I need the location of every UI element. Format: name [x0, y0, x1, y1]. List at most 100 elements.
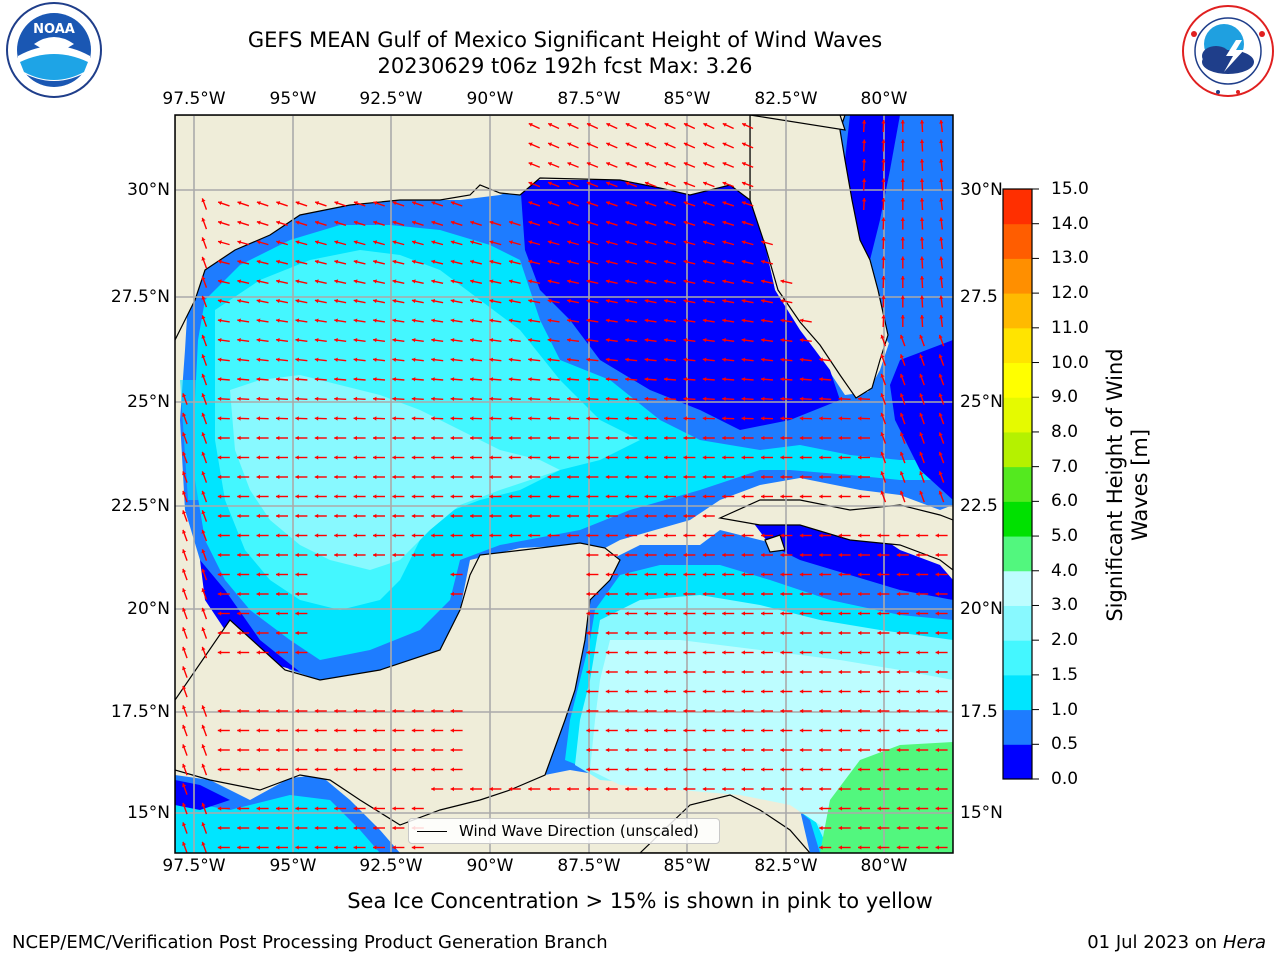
- wave-direction-arrow: [644, 240, 657, 246]
- wave-direction-arrow: [295, 767, 308, 772]
- wave-direction-arrow: [528, 201, 541, 207]
- wave-direction-arrow: [644, 455, 657, 460]
- colorbar-segment: [1003, 258, 1032, 294]
- wave-direction-arrow: [741, 767, 754, 772]
- wave-direction-arrow: [683, 181, 696, 188]
- wave-direction-arrow: [683, 669, 696, 675]
- wave-direction-arrow: [644, 533, 657, 538]
- wave-direction-arrow: [683, 142, 696, 149]
- wave-direction-arrow: [916, 806, 929, 811]
- wave-direction-arrow: [295, 708, 308, 714]
- wave-direction-arrow: [605, 728, 618, 733]
- wave-direction-arrow: [201, 607, 208, 620]
- wave-direction-arrow: [411, 474, 424, 480]
- wave-direction-arrow: [489, 259, 502, 265]
- wave-direction-arrow: [838, 747, 851, 753]
- wave-direction-arrow: [276, 806, 288, 811]
- wave-direction-arrow: [761, 259, 773, 265]
- wave-direction-arrow: [217, 611, 230, 616]
- wave-direction-arrow: [295, 455, 308, 460]
- wave-direction-arrow: [353, 201, 366, 207]
- wave-direction-arrow: [586, 396, 599, 401]
- wave-direction-arrow: [683, 259, 696, 265]
- colorbar-segment: [1003, 605, 1032, 641]
- wave-direction-arrow: [881, 256, 886, 269]
- wave-direction-arrow: [201, 412, 208, 425]
- wave-direction-arrow: [683, 122, 696, 130]
- wave-direction-arrow: [508, 455, 521, 460]
- wave-direction-arrow: [201, 549, 208, 561]
- wave-direction-arrow: [644, 220, 657, 226]
- wave-direction-arrow: [470, 435, 482, 441]
- wave-direction-arrow: [353, 240, 366, 246]
- wave-direction-arrow: [799, 747, 812, 753]
- wave-direction-arrow: [722, 786, 735, 792]
- wave-direction-arrow: [702, 474, 715, 480]
- wave-direction-arrow: [819, 845, 832, 850]
- wave-direction-arrow: [722, 298, 735, 304]
- wave-direction-arrow: [566, 338, 580, 343]
- wave-direction-arrow: [182, 744, 188, 756]
- wave-direction-arrow: [256, 747, 269, 753]
- wave-direction-arrow: [586, 513, 599, 519]
- wave-direction-arrow: [528, 377, 541, 382]
- wave-direction-arrow: [935, 806, 948, 811]
- colorbar-segment: [1003, 397, 1032, 433]
- wave-direction-arrow: [237, 318, 250, 323]
- wave-direction-arrow: [547, 513, 560, 519]
- wave-direction-arrow: [295, 591, 308, 597]
- wave-direction-arrow: [217, 825, 230, 831]
- wave-direction-arrow: [780, 279, 793, 284]
- wave-direction-arrow: [819, 650, 832, 655]
- wave-direction-arrow: [201, 529, 208, 542]
- wave-direction-arrow: [314, 747, 327, 753]
- wave-direction-arrow: [295, 728, 308, 733]
- colorbar-segment: [1003, 674, 1032, 711]
- wave-direction-arrow: [528, 279, 541, 284]
- wave-direction-arrow: [605, 416, 618, 421]
- wave-direction-arrow: [469, 338, 483, 343]
- wave-direction-arrow: [450, 591, 463, 597]
- wave-direction-arrow: [683, 728, 696, 733]
- wave-direction-arrow: [469, 396, 483, 401]
- wave-direction-arrow: [919, 275, 925, 289]
- wave-direction-arrow: [702, 650, 715, 655]
- wave-direction-arrow: [237, 338, 250, 343]
- wave-direction-arrow: [392, 240, 405, 246]
- wave-direction-arrow: [586, 630, 599, 636]
- wave-direction-arrow: [881, 314, 886, 328]
- wave-direction-arrow: [644, 494, 657, 499]
- colorbar-tick-label: 1.5: [1051, 664, 1079, 685]
- wave-direction-arrow: [528, 416, 541, 421]
- wave-direction-arrow: [896, 591, 909, 597]
- wave-direction-arrow: [605, 396, 618, 401]
- wave-direction-arrow: [799, 650, 812, 655]
- wave-direction-arrow: [182, 607, 188, 620]
- wave-direction-arrow: [605, 220, 618, 226]
- wave-direction-arrow: [182, 490, 188, 503]
- wave-direction-arrow: [353, 708, 366, 714]
- wave-direction-arrow: [683, 552, 696, 558]
- wave-direction-arrow: [547, 396, 560, 401]
- wave-direction-arrow: [838, 767, 851, 772]
- wave-direction-arrow: [353, 455, 366, 460]
- wave-direction-arrow: [182, 451, 188, 464]
- wave-direction-arrow: [625, 474, 638, 480]
- wave-direction-arrow: [799, 533, 812, 538]
- colorbar-tick-label: 0.0: [1051, 769, 1079, 789]
- wave-direction-arrow: [392, 767, 405, 772]
- wave-direction-arrow: [919, 197, 925, 211]
- wave-direction-arrow: [899, 451, 906, 464]
- wave-direction-arrow: [217, 416, 230, 421]
- wave-direction-arrow: [625, 162, 638, 168]
- wave-direction-arrow: [547, 318, 560, 323]
- wave-direction-arrow: [605, 240, 618, 246]
- wave-direction-arrow: [508, 396, 521, 401]
- wave-direction-arrow: [508, 220, 521, 226]
- wave-direction-arrow: [683, 220, 696, 226]
- wave-direction-arrow: [799, 455, 812, 460]
- wave-direction-arrow: [900, 295, 905, 308]
- wave-direction-arrow: [489, 298, 502, 304]
- wave-direction-arrow: [295, 533, 308, 538]
- wave-direction-arrow: [899, 393, 906, 405]
